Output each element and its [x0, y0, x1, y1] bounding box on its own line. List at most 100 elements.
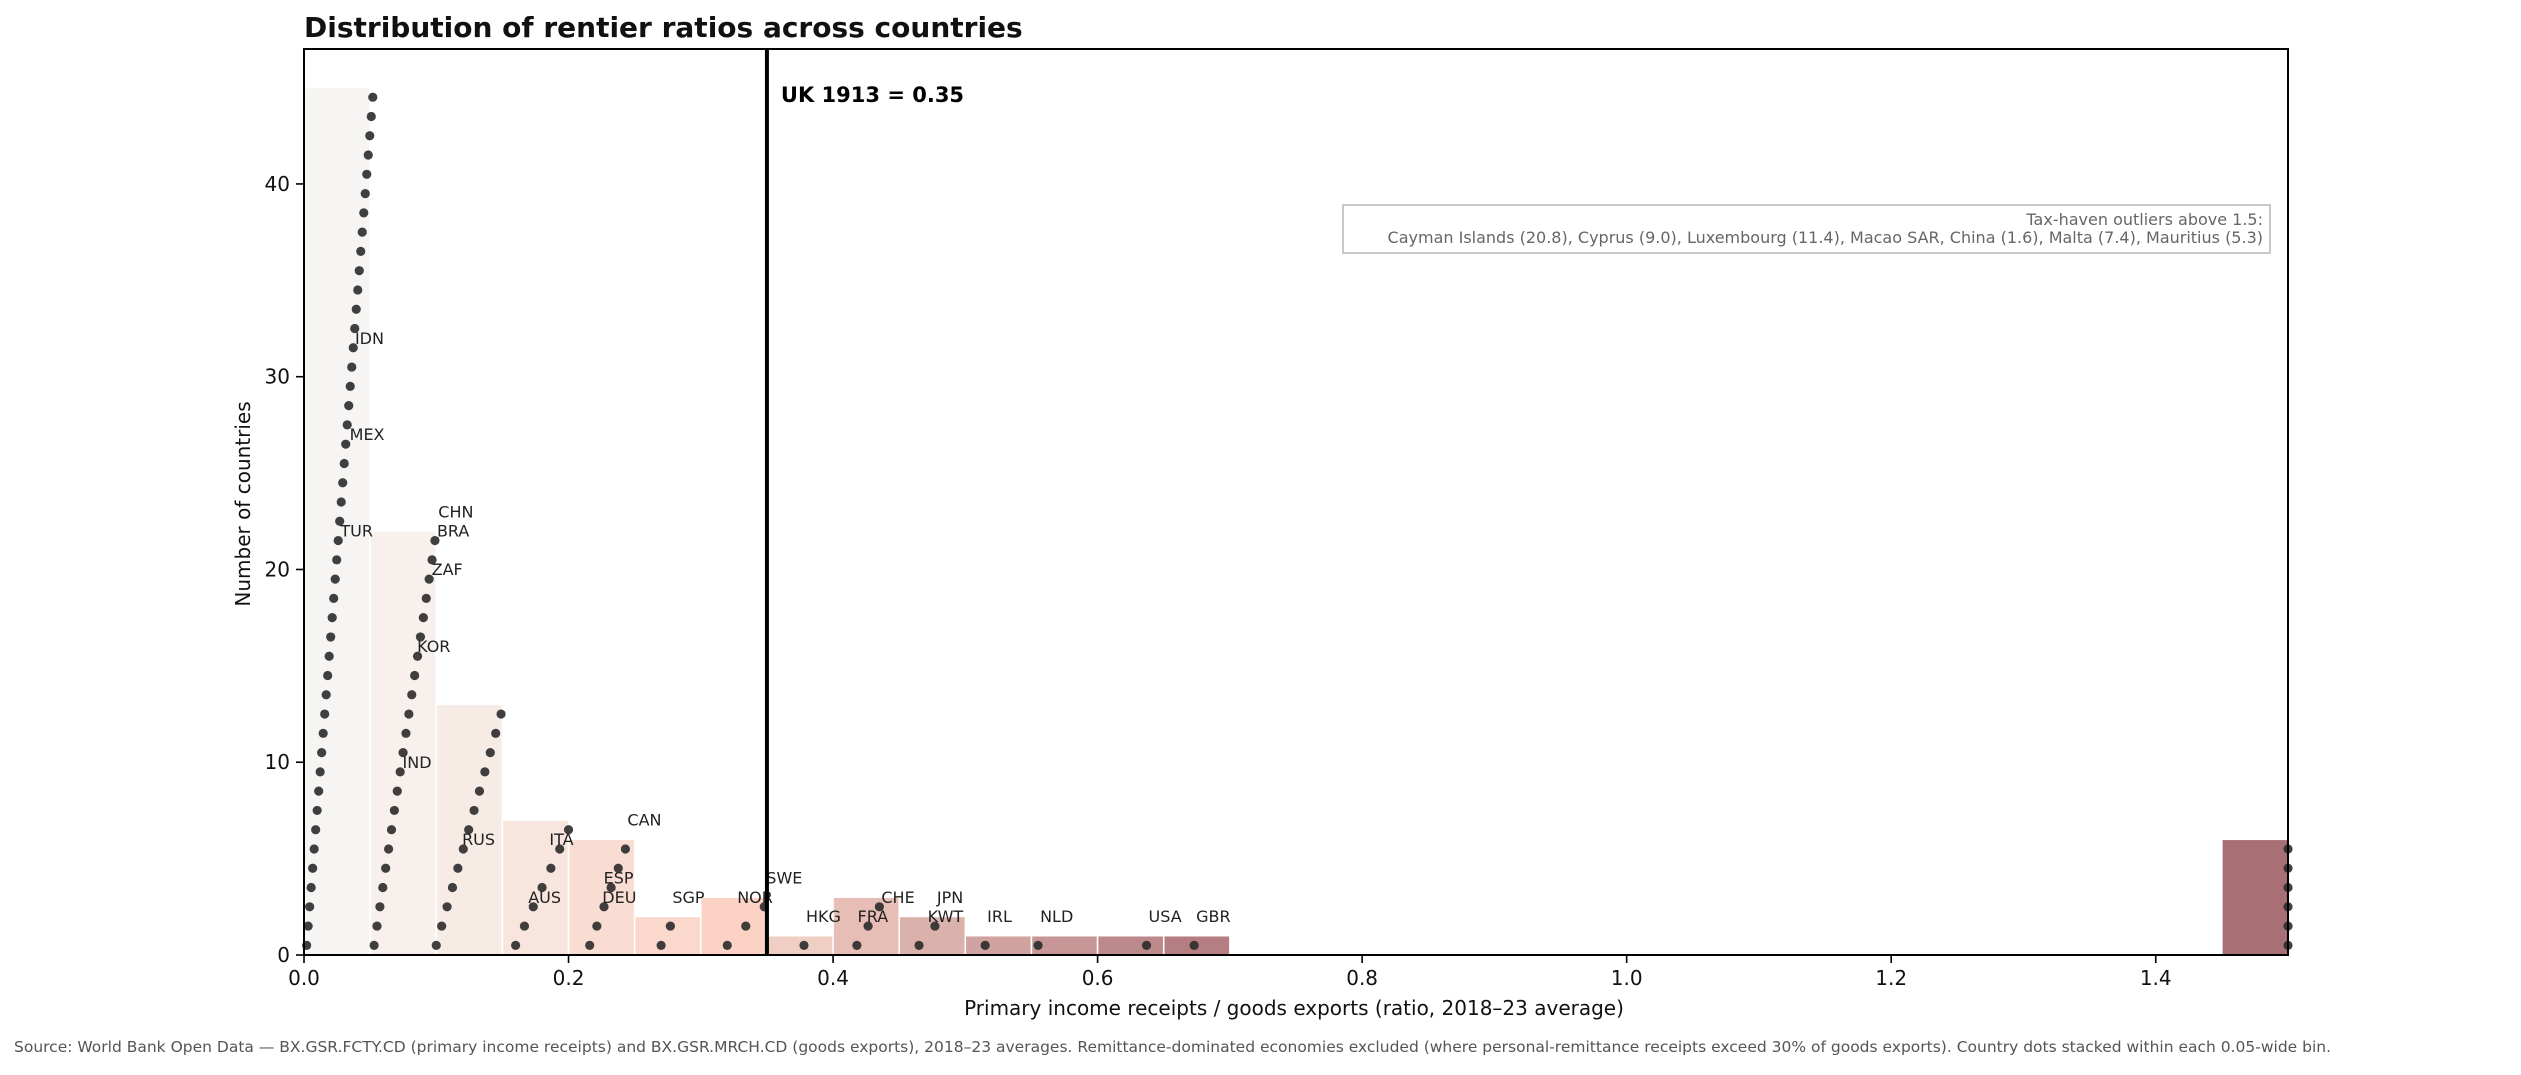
country-dot	[308, 863, 318, 873]
x-tick-label: 1.4	[2140, 966, 2172, 990]
y-tick-label: 30	[265, 365, 290, 389]
country-dot	[656, 940, 666, 950]
country-dot	[314, 786, 324, 796]
country-dot	[464, 825, 474, 835]
country-dot	[359, 208, 369, 218]
country-label-deu: DEU	[602, 888, 636, 907]
country-dot	[321, 690, 331, 700]
country-dot	[491, 728, 501, 738]
country-dot	[741, 921, 751, 931]
y-tick-label: 20	[265, 557, 290, 581]
country-dot	[398, 747, 408, 758]
country-label-irl: IRL	[987, 907, 1012, 926]
country-dot	[350, 323, 360, 334]
country-dot	[338, 478, 348, 488]
country-dot	[555, 844, 565, 854]
country-dot	[453, 863, 463, 873]
country-dot	[378, 882, 388, 893]
plot-frame	[303, 48, 2289, 956]
x-tick-label: 0.8	[1346, 966, 1378, 990]
country-dot	[366, 111, 376, 122]
country-dot	[665, 921, 675, 931]
country-dot	[401, 728, 411, 738]
country-dot	[620, 844, 631, 854]
country-label-aus: AUS	[528, 888, 561, 907]
country-dot	[1033, 940, 1043, 950]
country-label-gbr: GBR	[1196, 907, 1231, 926]
histogram-bar	[633, 915, 702, 956]
country-dot	[327, 613, 337, 623]
country-dot	[458, 844, 468, 854]
y-axis: 0 10 20 30 40	[265, 172, 304, 967]
country-dot	[333, 535, 343, 546]
country-dot	[315, 767, 325, 777]
country-dots	[302, 92, 2293, 950]
country-dot	[412, 651, 423, 661]
country-dot	[356, 246, 366, 257]
y-tick-label: 40	[265, 172, 290, 196]
histogram-bar	[964, 934, 1033, 956]
country-dot	[546, 863, 556, 873]
country-dot	[519, 921, 530, 931]
country-dot	[303, 921, 313, 931]
country-label-mex: MEX	[350, 425, 385, 444]
country-dot	[320, 709, 330, 719]
country-label-idn: IDN	[355, 329, 384, 348]
country-dot	[930, 921, 940, 931]
country-dot	[418, 613, 428, 623]
x-axis-label: Primary income receipts / goods exports …	[964, 996, 1624, 1020]
country-dot	[363, 150, 373, 160]
country-dot	[599, 902, 609, 912]
country-label-chn: CHN	[438, 502, 473, 521]
country-dot	[404, 709, 414, 719]
chart-title: Distribution of rentier ratios across co…	[304, 11, 1023, 44]
country-dot	[332, 555, 342, 565]
country-dot	[485, 747, 495, 758]
country-dot	[372, 921, 382, 931]
country-dot	[799, 940, 809, 950]
country-dot	[368, 92, 378, 102]
country-label-nor: NOR	[737, 888, 773, 907]
country-label-ita: ITA	[549, 830, 573, 849]
country-label-fra: FRA	[858, 907, 889, 926]
country-dot	[341, 439, 351, 449]
country-dot	[354, 266, 364, 276]
source-note: Source: World Bank Open Data — BX.GSR.FC…	[14, 1038, 2331, 1056]
country-label-usa: USA	[1149, 907, 1182, 926]
country-label-zaf: ZAF	[432, 560, 463, 579]
x-tick-label: 1.2	[1875, 966, 1907, 990]
country-dot	[348, 343, 358, 353]
country-label-swe: SWE	[766, 869, 802, 888]
country-dot	[496, 709, 506, 719]
country-label-ind: IND	[403, 753, 432, 772]
country-dot	[474, 786, 485, 796]
country-dot	[563, 825, 574, 835]
country-label-kwt: KWT	[928, 907, 964, 926]
country-label-can: CAN	[627, 811, 661, 830]
country-dot	[511, 940, 521, 950]
country-dot	[592, 921, 602, 931]
y-tick-label: 0	[277, 943, 290, 967]
country-dot	[306, 882, 316, 893]
country-dot	[351, 304, 361, 314]
country-label-tur: TUR	[339, 522, 373, 541]
country-dot	[386, 825, 397, 835]
country-dot	[317, 747, 327, 758]
annotation-line-2: Cayman Islands (20.8), Cyprus (9.0), Lux…	[1388, 228, 2263, 247]
country-dot	[407, 690, 417, 700]
country-dot	[537, 882, 547, 893]
country-dot	[392, 786, 402, 796]
country-label-jpn: JPN	[936, 888, 963, 907]
country-dot	[336, 497, 346, 507]
country-dot	[427, 555, 437, 565]
country-dot	[469, 805, 479, 816]
country-dot	[311, 825, 321, 835]
x-axis: 0.0 0.2 0.4 0.6 0.8 1.0 1.2 1.4	[288, 955, 2172, 990]
x-tick-label: 0.2	[553, 966, 585, 990]
country-dot	[606, 882, 616, 893]
country-dot	[345, 381, 355, 391]
x-tick-label: 0.6	[1082, 966, 1114, 990]
country-dot	[330, 574, 340, 584]
country-dot	[1141, 940, 1152, 950]
